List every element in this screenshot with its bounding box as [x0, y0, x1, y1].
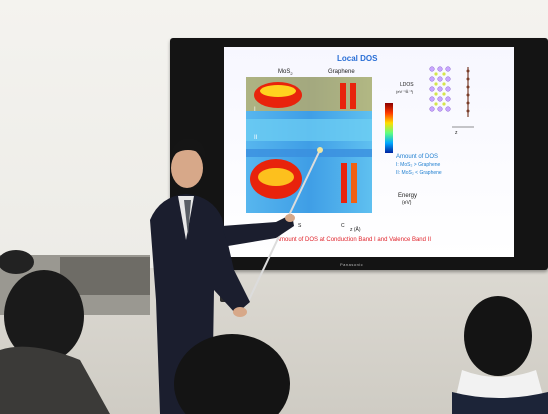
- presenter-face: [171, 148, 203, 188]
- audience-body-left: [0, 346, 110, 414]
- region-i-marker: I: [254, 107, 256, 113]
- pointer-tip: [317, 147, 323, 153]
- slide-caption: Amount of DOS at Conduction Band I and V…: [276, 237, 431, 243]
- atomic-structure-diagram: [429, 66, 474, 128]
- presenter-suit: [150, 194, 250, 414]
- energy-label: Energy: [398, 193, 418, 199]
- tv-brand-logo: Panasonic: [340, 262, 364, 267]
- audience-head-far-left: [0, 250, 34, 274]
- ldos-colorbar: [385, 103, 393, 153]
- audience-head-center: [174, 334, 290, 414]
- audience-head-left: [4, 270, 84, 362]
- ldos-unit: (eV⁻¹Å⁻³): [396, 89, 414, 94]
- presenter-left-hand: [233, 307, 247, 317]
- graphene-label: Graphene: [328, 69, 355, 75]
- mos2-label: MoS2: [278, 69, 293, 77]
- amount-i-text: I: MoS₂ > Graphene: [396, 162, 441, 168]
- structure-z-label: z: [455, 130, 458, 136]
- presenter-tie: [184, 200, 191, 236]
- region-ii-marker: II: [254, 135, 258, 141]
- slide-title: Local DOS: [337, 54, 378, 63]
- audience-head-right: [464, 296, 532, 376]
- amount-title: Amount of DOS: [396, 154, 439, 160]
- ldos-label: LDOS: [400, 82, 414, 88]
- presenter-arm: [222, 214, 294, 246]
- audience-body-right: [452, 392, 548, 414]
- z-axis-label: z (Å): [350, 227, 361, 233]
- presenter-hair: [170, 138, 206, 160]
- s-atom-label: S: [298, 223, 302, 229]
- c-atom-label: C: [341, 223, 345, 229]
- energy-unit: (eV): [402, 200, 412, 206]
- presenter-hand: [285, 214, 295, 222]
- ldos-heatmap: I II: [246, 77, 372, 213]
- amount-ii-text: II: MoS₂ < Graphene: [396, 170, 442, 176]
- presentation-slide: Local DOS MoS2 Graphene I II LDOS (eV⁻¹Å…: [224, 47, 514, 257]
